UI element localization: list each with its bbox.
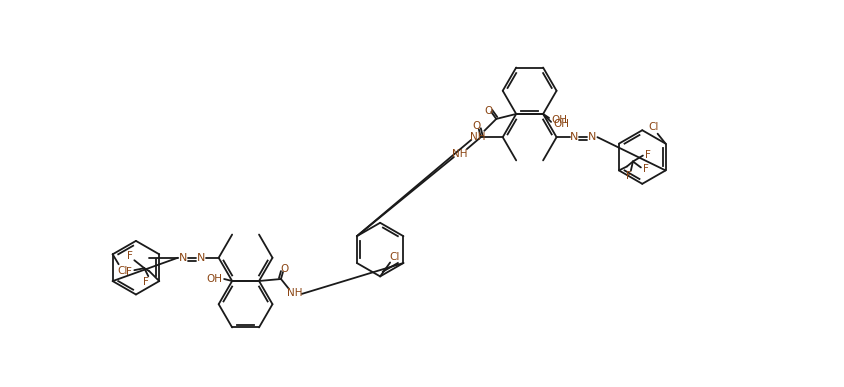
Text: F: F (643, 164, 649, 175)
Text: O: O (484, 106, 492, 116)
Text: F: F (127, 251, 133, 261)
Text: F: F (127, 267, 133, 277)
Text: F: F (645, 149, 651, 159)
Text: N: N (588, 132, 597, 142)
Text: O: O (281, 264, 289, 274)
Text: N: N (179, 253, 187, 263)
Text: OH: OH (553, 119, 569, 129)
Text: N: N (571, 132, 579, 142)
Text: OH: OH (551, 115, 567, 125)
Text: NH: NH (469, 132, 485, 142)
Text: F: F (143, 277, 149, 287)
Text: F: F (626, 171, 632, 182)
Text: NH: NH (287, 288, 303, 298)
Text: NH: NH (452, 149, 468, 159)
Text: OH: OH (206, 274, 222, 284)
Text: N: N (197, 253, 205, 263)
Text: Cl: Cl (648, 122, 659, 132)
Text: Cl: Cl (389, 252, 399, 262)
Text: O: O (473, 121, 481, 131)
Text: Cl: Cl (117, 266, 127, 276)
